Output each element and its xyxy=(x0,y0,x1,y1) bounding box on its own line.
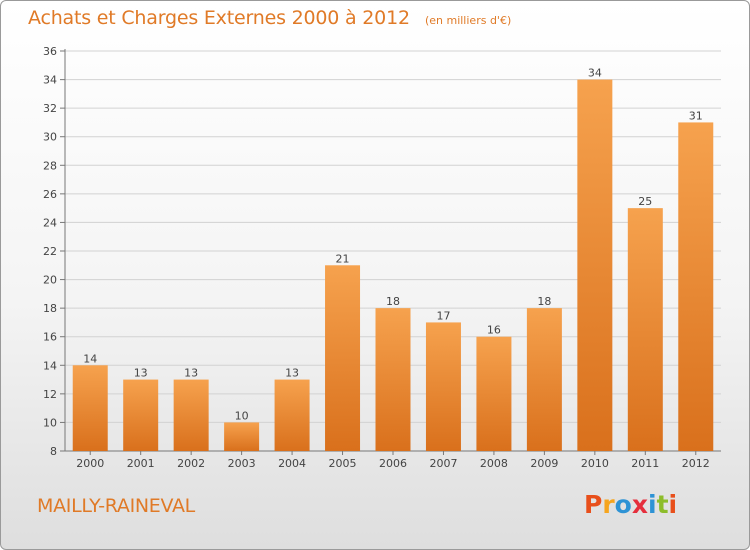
x-tick-label: 2006 xyxy=(379,457,407,470)
location-name: MAILLY-RAINEVAL xyxy=(37,495,195,517)
logo-letter: P xyxy=(584,490,603,519)
y-tick-label: 24 xyxy=(43,216,57,229)
bar xyxy=(577,79,613,452)
bar-value-label: 25 xyxy=(638,195,652,208)
y-tick-label: 26 xyxy=(43,188,57,201)
bar xyxy=(678,122,714,451)
y-tick-label: 14 xyxy=(43,359,57,372)
x-tick-label: 2000 xyxy=(76,457,104,470)
bar-value-label: 18 xyxy=(386,295,400,308)
bar xyxy=(325,265,361,451)
y-tick-label: 8 xyxy=(50,445,57,458)
x-tick-label: 2010 xyxy=(581,457,609,470)
y-tick-label: 30 xyxy=(43,131,57,144)
bar xyxy=(476,336,512,451)
bar-value-label: 10 xyxy=(235,409,249,422)
logo-letter: t xyxy=(656,490,669,519)
x-tick-label: 2004 xyxy=(278,457,306,470)
y-tick-label: 16 xyxy=(43,331,57,344)
bars: 14 13 13 10 13 21 18 17 16 18 34 25 31 xyxy=(72,67,714,452)
bar-value-label: 34 xyxy=(588,67,602,80)
bar-value-label: 21 xyxy=(336,252,350,265)
bar-value-label: 13 xyxy=(184,367,198,380)
x-tick-labels: 2000 2001 2002 2003 2004 2005 2006 2007 2008 2009… xyxy=(76,457,710,470)
chart-title-text: Achats et Charges Externes 2000 à 2012 xyxy=(28,7,410,29)
y-tick-label: 10 xyxy=(43,416,57,429)
logo-letter: i xyxy=(668,490,678,519)
x-tick-label: 2009 xyxy=(530,457,558,470)
bar xyxy=(526,308,562,451)
x-tick-label: 2001 xyxy=(127,457,155,470)
x-tick-label: 2012 xyxy=(682,457,710,470)
y-tick-label: 20 xyxy=(43,274,57,287)
x-tick-label: 2003 xyxy=(228,457,256,470)
bar xyxy=(375,308,411,451)
bar xyxy=(627,208,663,451)
bar-value-label: 16 xyxy=(487,324,501,337)
y-tick-label: 34 xyxy=(43,74,57,87)
y-tick-label: 28 xyxy=(43,159,57,172)
x-tick-label: 2011 xyxy=(631,457,659,470)
y-tick-label: 32 xyxy=(43,102,57,115)
bar xyxy=(425,322,461,451)
y-tick-label: 36 xyxy=(43,45,57,58)
bar xyxy=(123,379,159,451)
bar xyxy=(173,379,209,451)
bar-value-label: 31 xyxy=(689,109,703,122)
x-tick-label: 2007 xyxy=(429,457,457,470)
bar-value-label: 13 xyxy=(134,367,148,380)
bar-value-label: 13 xyxy=(285,367,299,380)
bar xyxy=(224,422,260,451)
bar-value-label: 17 xyxy=(436,309,450,322)
bar-value-label: 14 xyxy=(83,352,97,365)
y-tick-labels: 8 10 12 14 16 18 20 22 24 26 28 30 32 34 36 xyxy=(43,45,57,458)
bar-value-label: 18 xyxy=(537,295,551,308)
logo-letter: x xyxy=(631,490,648,519)
chart-unit: (en milliers d'€) xyxy=(424,14,512,27)
y-tick-label: 18 xyxy=(43,302,57,315)
bar xyxy=(72,365,108,451)
x-tick-label: 2008 xyxy=(480,457,508,470)
y-tick-label: 12 xyxy=(43,388,57,401)
x-tick-label: 2002 xyxy=(177,457,205,470)
logo-letter: o xyxy=(614,490,632,519)
logo-letter: i xyxy=(648,490,657,519)
bar xyxy=(274,379,310,451)
chart-title: Achats et Charges Externes 2000 à 2012 (… xyxy=(28,7,511,29)
x-tick-label: 2005 xyxy=(329,457,357,470)
proxiti-logo[interactable]: Proxiti xyxy=(584,490,677,519)
y-tick-label: 22 xyxy=(43,245,57,258)
logo-letter: r xyxy=(602,490,615,519)
